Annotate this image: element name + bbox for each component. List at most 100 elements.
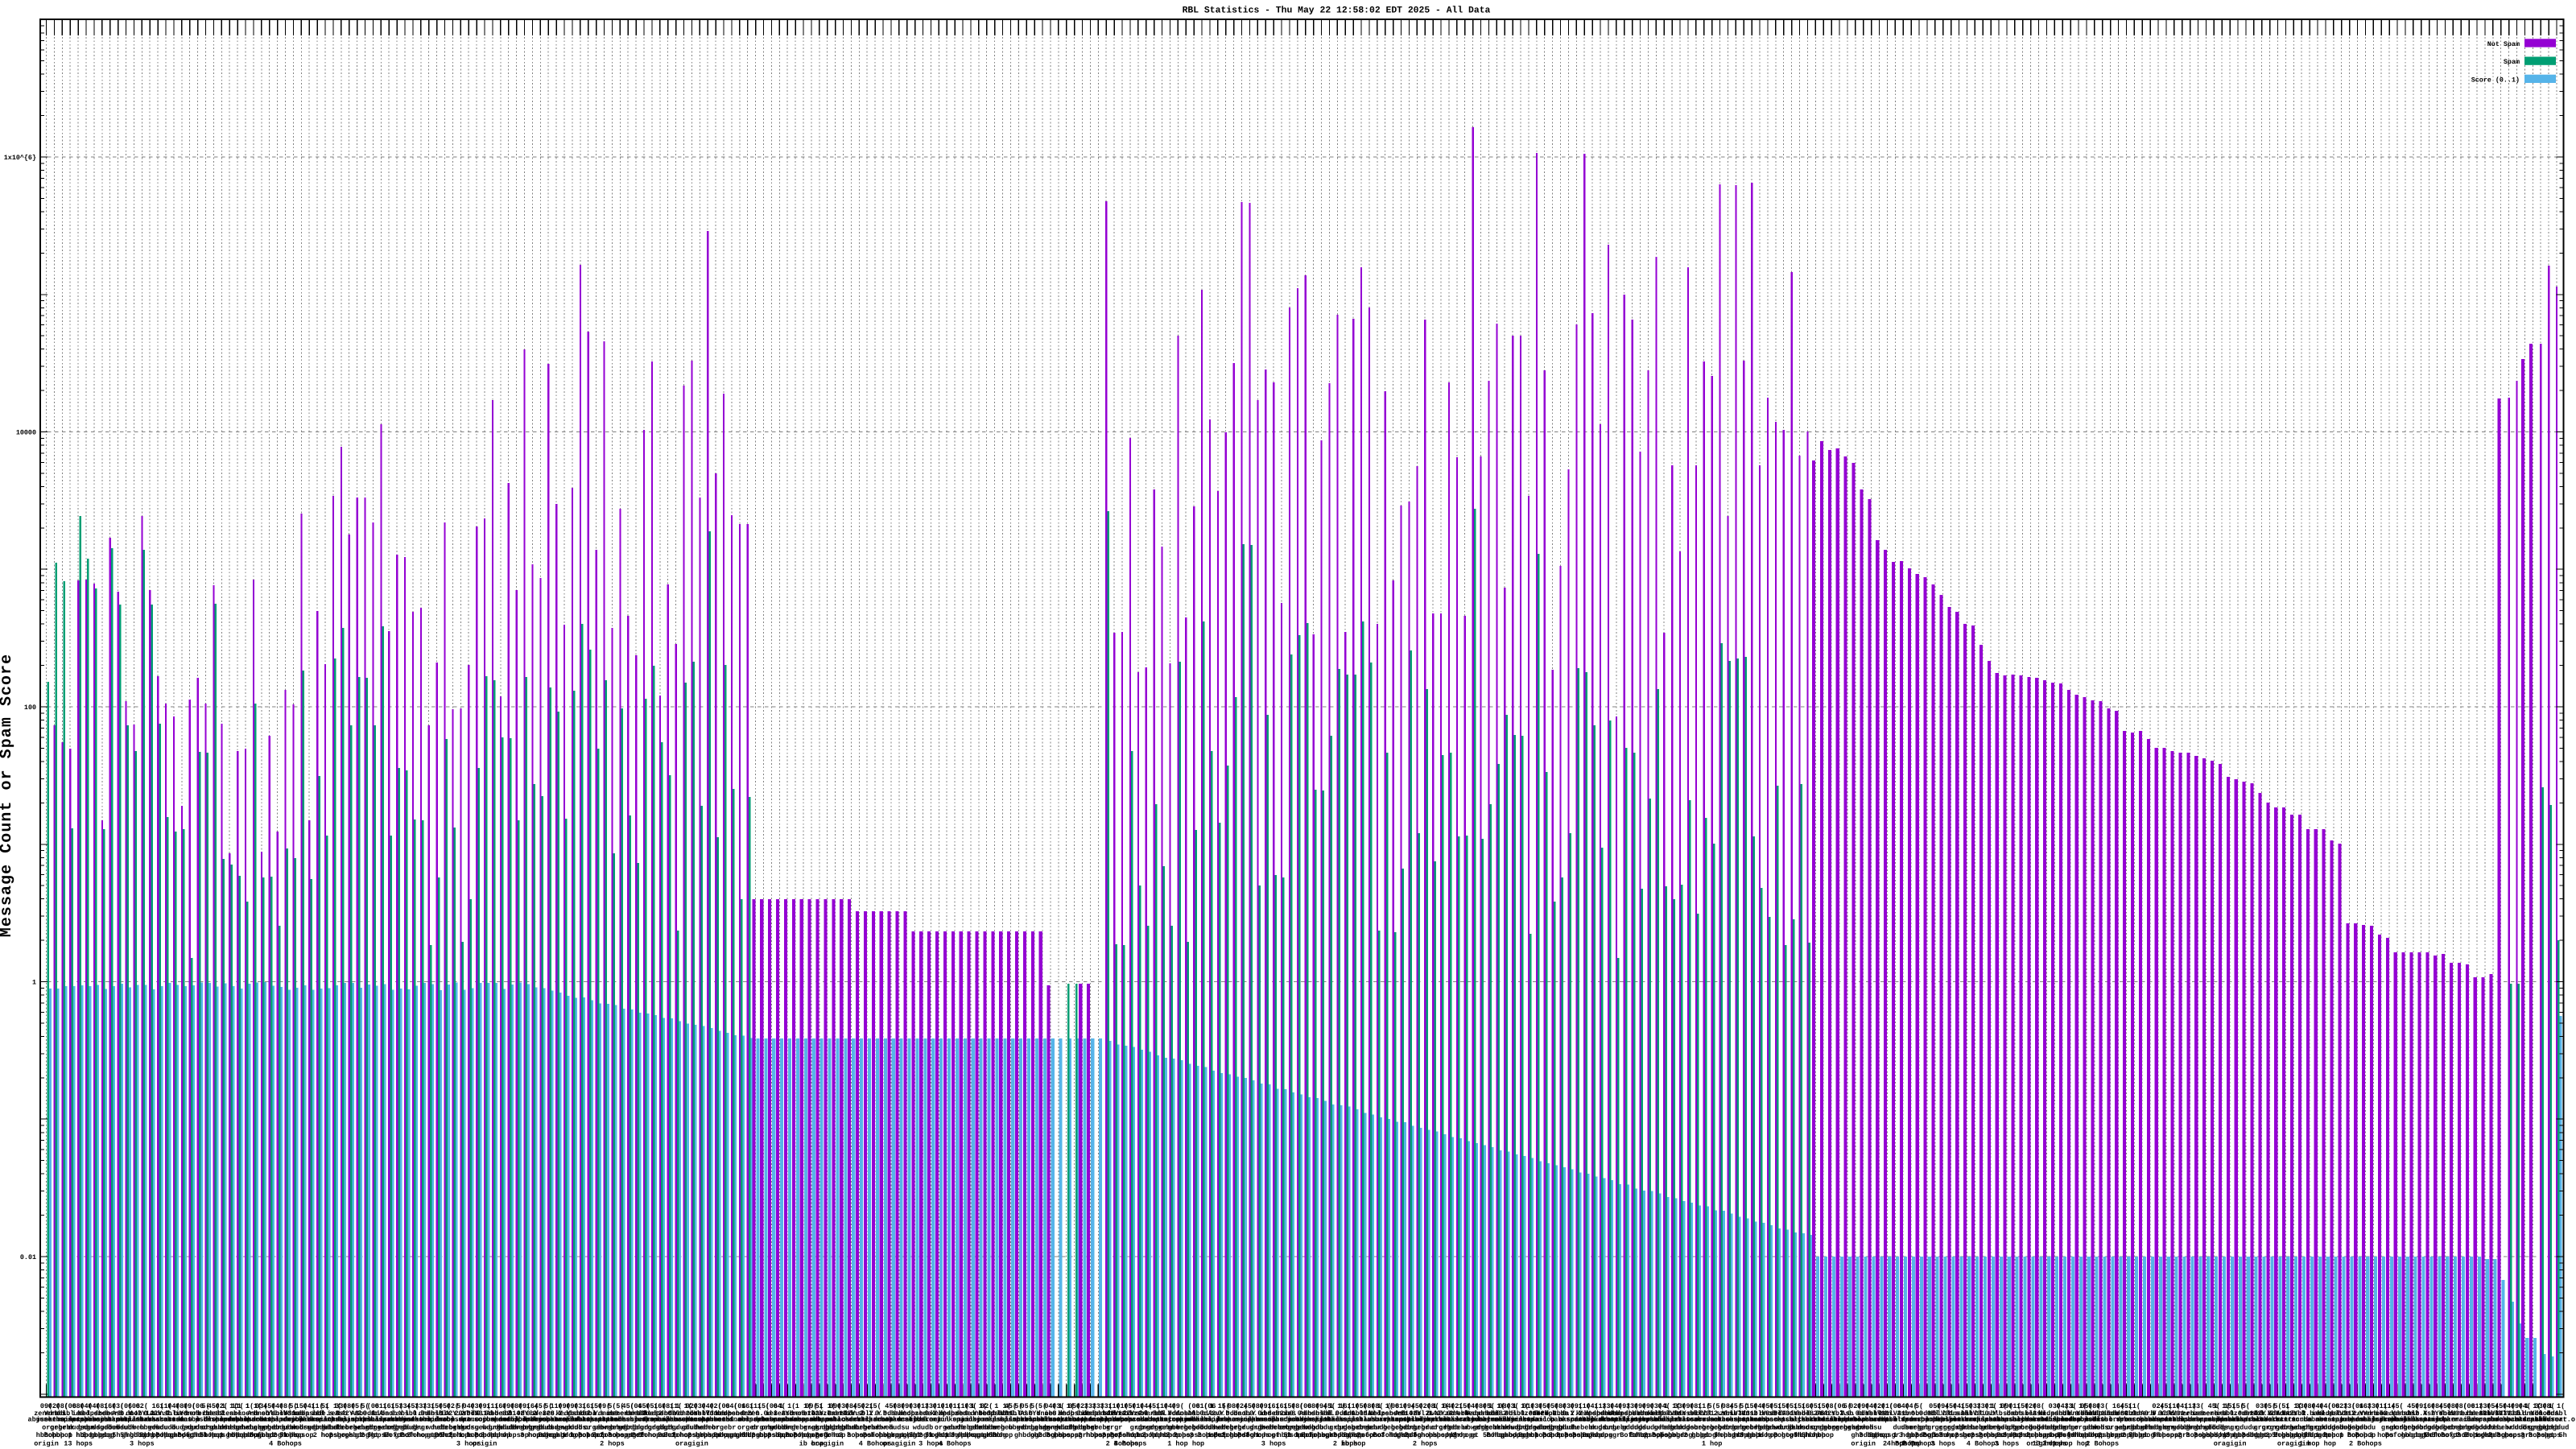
svg-text:09(: 09( <box>184 1402 196 1410</box>
svg-text:gt 5h: gt 5h <box>1271 1431 1292 1439</box>
svg-text:abuseat.o: abuseat.o <box>28 1416 65 1424</box>
svg-text:4 Bohops: 4 Bohops <box>1113 1440 1146 1448</box>
svg-text:ghbdog: ghbdog <box>1851 1431 1876 1439</box>
svg-text:spamhaus.: spamhaus. <box>1733 1416 1770 1424</box>
svg-text:142Y.2: 142Y.2 <box>440 1410 465 1418</box>
svg-text:spamhaus.: spamhaus. <box>315 1416 352 1424</box>
svg-text:33(: 33( <box>2296 1402 2308 1410</box>
svg-text:kedpsbde: kedpsbde <box>1536 1410 1569 1418</box>
svg-text:142Y.2: 142Y.2 <box>130 1410 155 1418</box>
svg-text:09(: 09( <box>1642 1402 1654 1410</box>
svg-text:Bofoho: Bofoho <box>1237 1431 1262 1439</box>
svg-text:dudsu: dudsu <box>171 1424 192 1432</box>
svg-text:backscatt: backscatt <box>1868 1416 1905 1424</box>
svg-text:kedpsbde: kedpsbde <box>2317 1410 2350 1418</box>
svg-text:Ydnob: Ydnob <box>674 1410 695 1418</box>
svg-text:11(: 11( <box>1698 1402 1710 1410</box>
svg-text:(06: (06 <box>1889 1402 1901 1410</box>
svg-text:sbl.: sbl. <box>2222 1410 2238 1418</box>
svg-text:orgeb: orgeb <box>737 1424 758 1432</box>
svg-text:3 hops: 3 hops <box>1413 1431 1438 1439</box>
svg-text:hopsgr: hopsgr <box>1660 1431 1685 1439</box>
svg-text:03(: 03( <box>2256 1402 2268 1410</box>
svg-text:b.ba: b.ba <box>819 1410 835 1418</box>
svg-text:1 1(: 1 1( <box>2285 1402 2301 1410</box>
svg-text:gt 5h: gt 5h <box>427 1431 448 1439</box>
svg-text:zenerb: zenerb <box>2353 1410 2378 1418</box>
svg-text:33(: 33( <box>335 1402 347 1410</box>
svg-text:gdudu: gdudu <box>1191 1424 1212 1432</box>
svg-text:04(: 04( <box>1467 1402 1479 1410</box>
svg-text:dnob: dnob <box>381 1410 397 1418</box>
svg-text:33(: 33( <box>1602 1402 1614 1410</box>
svg-text:wdudb: wdudb <box>562 1424 583 1432</box>
svg-text:gdudu: gdudu <box>1622 1424 1643 1432</box>
svg-text:sblV31.: sblV31. <box>1657 1410 1686 1418</box>
svg-text:dnsbl: dnsbl <box>419 1410 440 1418</box>
svg-text:dnsbl: dnsbl <box>1949 1410 1970 1418</box>
svg-text:Message Count or Spam Score: Message Count or Spam Score <box>0 654 16 937</box>
svg-text:grgr: grgr <box>556 1424 572 1432</box>
svg-text:spamhaus.: spamhaus. <box>601 1416 638 1424</box>
svg-text:ubweh: ubweh <box>1208 1424 1228 1432</box>
svg-text:Bohop: Bohop <box>1773 1431 1794 1439</box>
svg-text:dnob: dnob <box>126 1410 142 1418</box>
svg-text:backscatt: backscatt <box>1071 1416 1108 1424</box>
svg-text:hbpsop: hbpsop <box>504 1431 529 1439</box>
svg-text:gebeb: gebeb <box>2435 1424 2456 1432</box>
svg-text:dudsu: dudsu <box>1630 1424 1651 1432</box>
svg-text:01(: 01( <box>375 1402 387 1410</box>
svg-text:45(: 45( <box>2495 1402 2507 1410</box>
svg-text:hbhop: hbhop <box>1806 1431 1827 1439</box>
svg-text:gt 5h: gt 5h <box>2045 1431 2066 1439</box>
svg-text:16(: 16( <box>383 1402 395 1410</box>
svg-text:0.Y: 0.Y <box>439 1410 452 1418</box>
svg-text:dudsu: dudsu <box>2483 1424 2504 1432</box>
svg-text:142Y.2: 142Y.2 <box>1429 1410 1454 1418</box>
svg-text:3 hops: 3 hops <box>1102 1431 1127 1439</box>
svg-text:junkemail: junkemail <box>1510 1416 1547 1424</box>
svg-text:wdudb: wdudb <box>2291 1424 2312 1432</box>
svg-text:sbl.: sbl. <box>2293 1410 2310 1418</box>
svg-text:ie8: ie8 <box>311 1410 323 1418</box>
svg-text:2 hops: 2 hops <box>2002 1431 2027 1439</box>
svg-text:33(: 33( <box>2368 1402 2380 1410</box>
svg-text:11(: 11( <box>2184 1402 2196 1410</box>
svg-text:abuseat.o: abuseat.o <box>1861 1416 1898 1424</box>
svg-text:dnob: dnob <box>2054 1410 2070 1418</box>
svg-text:ghbdog: ghbdog <box>935 1431 960 1439</box>
svg-text:hopsgr: hopsgr <box>679 1431 704 1439</box>
svg-text:hopsgr: hopsgr <box>1596 1431 1621 1439</box>
svg-text:hebebr: hebebr <box>432 1424 457 1432</box>
svg-text:dnob: dnob <box>1274 1410 1290 1418</box>
svg-text:16(: 16( <box>2359 1402 2372 1410</box>
svg-text:abuseat.o: abuseat.o <box>1653 1416 1690 1424</box>
svg-text:kedpsbde: kedpsbde <box>715 1410 748 1418</box>
svg-text:sblV31.: sblV31. <box>1865 1410 1894 1418</box>
svg-text:bde82: bde82 <box>1798 1410 1818 1418</box>
svg-text:spamhaus.: spamhaus. <box>753 1416 790 1424</box>
svg-text:2 hops: 2 hops <box>1413 1440 1438 1448</box>
svg-text:abuseat.o: abuseat.o <box>2076 1416 2113 1424</box>
svg-text:barracuda: barracuda <box>1853 1416 1890 1424</box>
svg-text:dnsbl: dnsbl <box>1678 1410 1699 1418</box>
svg-text:08(: 08( <box>893 1402 905 1410</box>
svg-text:100: 100 <box>24 704 36 712</box>
svg-text:sbl.: sbl. <box>261 1410 277 1418</box>
svg-text:05(: 05( <box>1538 1402 1550 1410</box>
svg-text:ubweh: ubweh <box>2180 1424 2201 1432</box>
svg-text:grgdud: grgdud <box>1229 1424 1254 1432</box>
svg-text:ghbdog: ghbdog <box>902 1431 927 1439</box>
svg-text:1 1(: 1 1( <box>1210 1402 1226 1410</box>
svg-text:1 1(: 1 1( <box>675 1402 691 1410</box>
svg-text:2 hops: 2 hops <box>1644 1431 1669 1439</box>
svg-text:Ydnob: Ydnob <box>1168 1410 1189 1418</box>
svg-text:08(: 08( <box>2542 1402 2554 1410</box>
svg-text:dnsbl.dro: dnsbl.dro <box>259 1416 296 1424</box>
svg-text:orgeb: orgeb <box>2403 1424 2424 1432</box>
svg-text:sblV31.: sblV31. <box>1721 1410 1750 1418</box>
svg-text:3 hops: 3 hops <box>1859 1431 1884 1439</box>
svg-text:orgeb: orgeb <box>762 1424 782 1432</box>
svg-text:Ydnob: Ydnob <box>1032 1410 1053 1418</box>
svg-text:ghbdog: ghbdog <box>1501 1431 1525 1439</box>
